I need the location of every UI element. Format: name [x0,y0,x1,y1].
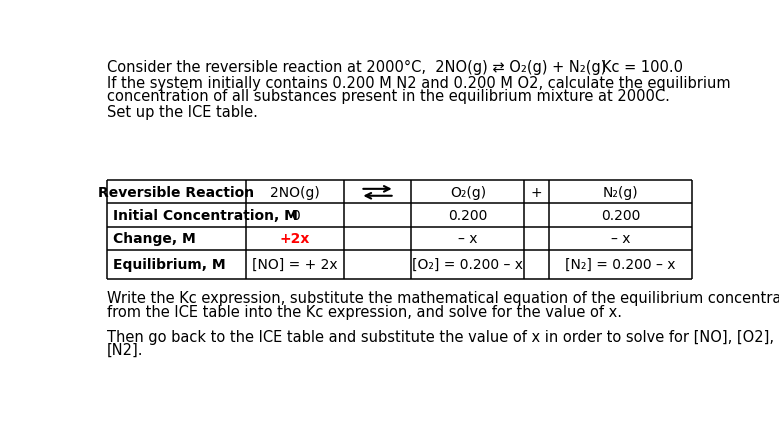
Text: 0: 0 [291,209,299,222]
Text: Then go back to the ICE table and substitute the value of x in order to solve fo: Then go back to the ICE table and substi… [107,329,779,344]
Text: N₂(g): N₂(g) [603,185,638,199]
Text: 0.200: 0.200 [601,209,640,222]
Text: 0.200: 0.200 [448,209,488,222]
Text: [O₂] = 0.200 – x: [O₂] = 0.200 – x [412,258,523,272]
Text: +: + [531,185,543,199]
Text: [N2].: [N2]. [107,342,143,357]
Text: Initial Concentration, M: Initial Concentration, M [113,209,298,222]
Text: +2x: +2x [280,232,310,245]
Text: – x: – x [458,232,478,245]
Text: [NO] = + 2x: [NO] = + 2x [252,258,338,272]
Text: from the ICE table into the Kc expression, and solve for the value of x.: from the ICE table into the Kc expressio… [107,304,622,319]
Text: – x: – x [611,232,630,245]
Text: O₂(g): O₂(g) [449,185,486,199]
Text: Consider the reversible reaction at 2000°C,  2NO(g) ⇄ O₂(g) + N₂(g): Consider the reversible reaction at 2000… [107,60,606,75]
Text: concentration of all substances present in the equilibrium mixture at 2000C.: concentration of all substances present … [107,89,669,104]
Text: Change, M: Change, M [113,232,196,245]
Text: Kc = 100.0: Kc = 100.0 [601,60,682,75]
Text: If the system initially contains 0.200 M N2 and 0.200 M O2, calculate the equili: If the system initially contains 0.200 M… [107,76,730,91]
Text: Equilibrium, M: Equilibrium, M [113,258,225,272]
Text: 2NO(g): 2NO(g) [270,185,320,199]
Text: [N₂] = 0.200 – x: [N₂] = 0.200 – x [566,258,675,272]
Text: Set up the ICE table.: Set up the ICE table. [107,105,258,120]
Text: Reversible Reaction: Reversible Reaction [98,185,255,199]
Text: Write the Kc expression, substitute the mathematical equation of the equilibrium: Write the Kc expression, substitute the … [107,291,779,306]
